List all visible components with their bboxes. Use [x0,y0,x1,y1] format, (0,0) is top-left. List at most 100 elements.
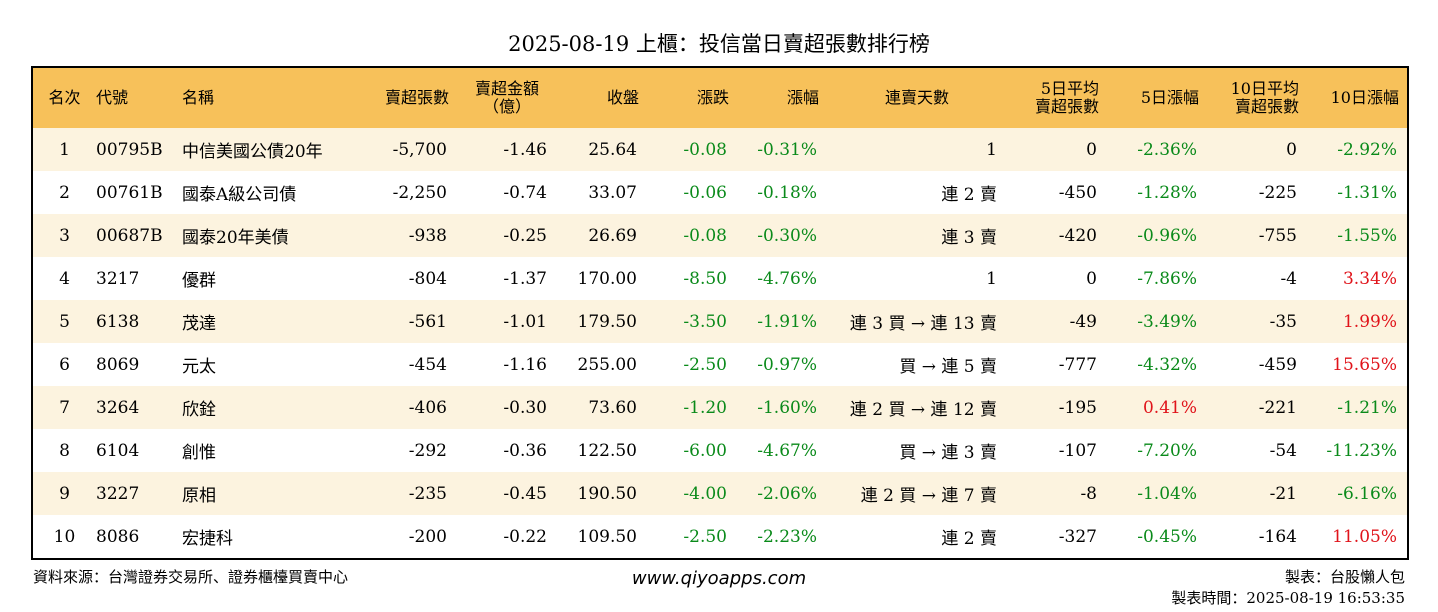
cell-sell-amount: -0.22 [457,515,557,559]
cell-change-pct: -0.97% [737,343,827,386]
header-rank: 名次 [32,67,96,128]
cell-code: 3264 [96,386,182,429]
ranking-table: 名次 代號 名稱 賣超張數 賣超金額 （億） 收盤 漲跌 漲幅 連賣天數 5日平均… [31,66,1409,560]
cell-code: 6104 [96,429,182,472]
cell-avg5: 0 [1007,128,1107,171]
table-row: 9 3227 原相 -235 -0.45 190.50 -4.00 -2.06% 連 2 買 →… [32,472,1408,515]
cell-change: -0.08 [647,128,737,171]
cell-rank: 9 [32,472,96,515]
cell-name: 欣銓 [182,386,359,429]
cell-sell-lots: -804 [359,257,457,300]
cell-pct5: -2.36% [1107,128,1207,171]
website-watermark: www.qiyoapps.com [631,568,807,589]
header-sell-amount-line1: 賣超金額 [474,79,539,98]
cell-pct5: -7.20% [1107,429,1207,472]
cell-change: -8.50 [647,257,737,300]
cell-change-pct: -2.06% [737,472,827,515]
cell-pct5: -0.45% [1107,515,1207,559]
cell-sell-amount: -0.45 [457,472,557,515]
header-pct10: 10日漲幅 [1307,67,1408,128]
cell-sell-lots: -2,250 [359,171,457,214]
cell-avg10: -755 [1207,214,1307,257]
cell-rank: 8 [32,429,96,472]
make-time: 製表時間：2025-08-19 16:53:35 [1171,589,1405,607]
cell-change: -4.00 [647,472,737,515]
cell-streak: 連 2 買 → 連 12 賣 [827,386,1007,429]
cell-avg5: 0 [1007,257,1107,300]
header-streak: 連賣天數 [827,67,1007,128]
header-sell-amount-line2: （億） [482,97,531,116]
data-source: 資料來源：台灣證券交易所、證券櫃檯買賣中心 [33,568,349,586]
cell-change-pct: -4.76% [737,257,827,300]
header-pct5: 5日漲幅 [1107,67,1207,128]
table-row: 6 8069 元太 -454 -1.16 255.00 -2.50 -0.97% 買 → 連 5… [32,343,1408,386]
cell-sell-amount: -0.36 [457,429,557,472]
cell-streak: 連 3 賣 [827,214,1007,257]
header-avg10: 10日平均 賣超張數 [1207,67,1307,128]
cell-sell-amount: -0.74 [457,171,557,214]
cell-rank: 2 [32,171,96,214]
cell-close: 25.64 [557,128,647,171]
cell-avg5: -107 [1007,429,1107,472]
cell-avg5: -49 [1007,300,1107,343]
cell-name: 中信美國公債20年 [182,128,359,171]
cell-avg5: -777 [1007,343,1107,386]
cell-code: 6138 [96,300,182,343]
cell-change: -0.06 [647,171,737,214]
cell-avg10: -459 [1207,343,1307,386]
table-row: 7 3264 欣銓 -406 -0.30 73.60 -1.20 -1.60% 連 2 買 → … [32,386,1408,429]
header-code: 代號 [96,67,182,128]
cell-avg10: -54 [1207,429,1307,472]
cell-sell-lots: -235 [359,472,457,515]
cell-sell-amount: -1.16 [457,343,557,386]
header-avg5-line1: 5日平均 [1040,79,1099,98]
cell-rank: 5 [32,300,96,343]
cell-change-pct: -1.91% [737,300,827,343]
cell-pct10: 11.05% [1307,515,1408,559]
cell-pct5: -1.04% [1107,472,1207,515]
cell-streak: 1 [827,128,1007,171]
cell-sell-amount: -1.01 [457,300,557,343]
cell-code: 8086 [96,515,182,559]
maker-credit: 製表：台股懶人包 [1284,568,1405,586]
cell-avg10: -21 [1207,472,1307,515]
cell-code: 00687B [96,214,182,257]
cell-sell-lots: -454 [359,343,457,386]
cell-avg10: -221 [1207,386,1307,429]
cell-avg10: -35 [1207,300,1307,343]
cell-name: 國泰20年美債 [182,214,359,257]
table-body: 1 00795B 中信美國公債20年 -5,700 -1.46 25.64 -0.08 -0.… [32,128,1408,559]
cell-rank: 7 [32,386,96,429]
cell-pct5: -4.32% [1107,343,1207,386]
cell-streak: 買 → 連 3 賣 [827,429,1007,472]
cell-pct5: -7.86% [1107,257,1207,300]
cell-pct10: 1.99% [1307,300,1408,343]
table-row: 2 00761B 國泰A級公司債 -2,250 -0.74 33.07 -0.06 -0.18… [32,171,1408,214]
table-row: 5 6138 茂達 -561 -1.01 179.50 -3.50 -1.91% 連 3 買 →… [32,300,1408,343]
cell-close: 190.50 [557,472,647,515]
cell-pct10: -6.16% [1307,472,1408,515]
cell-code: 3227 [96,472,182,515]
cell-name: 元太 [182,343,359,386]
cell-pct10: 15.65% [1307,343,1408,386]
cell-streak: 連 2 買 → 連 7 賣 [827,472,1007,515]
cell-change: -3.50 [647,300,737,343]
header-name: 名稱 [182,67,359,128]
cell-name: 原相 [182,472,359,515]
cell-change: -6.00 [647,429,737,472]
cell-change-pct: -2.23% [737,515,827,559]
cell-streak: 連 2 賣 [827,515,1007,559]
cell-sell-lots: -938 [359,214,457,257]
cell-pct10: -1.31% [1307,171,1408,214]
cell-sell-lots: -406 [359,386,457,429]
cell-rank: 10 [32,515,96,559]
table-header-row: 名次 代號 名稱 賣超張數 賣超金額 （億） 收盤 漲跌 漲幅 連賣天數 5日平均… [32,67,1408,128]
cell-change-pct: -0.18% [737,171,827,214]
cell-avg10: -4 [1207,257,1307,300]
cell-sell-amount: -1.37 [457,257,557,300]
page-title: 2025-08-19 上櫃：投信當日賣超張數排行榜 [508,32,930,56]
cell-sell-amount: -0.25 [457,214,557,257]
cell-streak: 買 → 連 5 賣 [827,343,1007,386]
cell-rank: 6 [32,343,96,386]
header-change: 漲跌 [647,67,737,128]
